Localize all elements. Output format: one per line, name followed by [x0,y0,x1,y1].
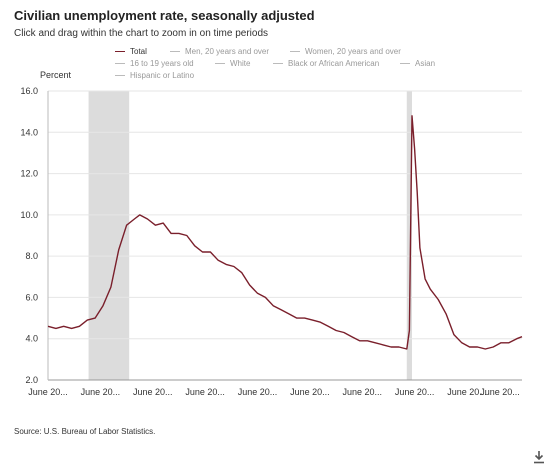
x-axis: June 20... June 20... June 20... June 20...… [28,387,520,397]
legend-swatch [115,51,125,52]
recession-band [88,91,130,380]
legend-label: Women, 20 years and over [305,47,401,56]
x-tick-label: June 20... [238,387,278,397]
legend-swatch [215,63,225,64]
legend-swatch [400,63,410,64]
x-tick-label: June 20... [290,387,330,397]
legend-item-asian[interactable]: Asian [400,59,435,68]
chart-title: Civilian unemployment rate, seasonally a… [14,8,315,23]
x-tick-label: June 20... [81,387,121,397]
x-tick-label: June 20... [342,387,382,397]
legend-swatch [115,75,125,76]
x-tick-label: June 20... [395,387,435,397]
legend-label: Total [130,47,147,56]
legend-item-men-20-over[interactable]: Men, 20 years and over [170,47,269,56]
y-tick-label: 14.0 [20,127,38,137]
legend-label: Black or African American [288,59,380,68]
x-tick-label: June 20... [28,387,68,397]
x-tick-label: June 20... [133,387,173,397]
legend-item-black[interactable]: Black or African American [273,59,379,68]
x-tick-label: June 20... [447,387,487,397]
source-note: Source: U.S. Bureau of Labor Statistics. [14,427,156,436]
y-tick-label: 10.0 [20,210,38,220]
series-layer [47,115,523,350]
legend-item-16-to-19[interactable]: 16 to 19 years old [115,59,194,68]
gridlines [48,90,522,381]
series-line-total [47,115,523,350]
legend-label: Men, 20 years and over [185,47,270,56]
legend-label: 16 to 19 years old [130,59,194,68]
y-axis-label: Percent [40,70,72,80]
recession-band [406,91,413,380]
x-tick-label: June 20... [185,387,225,397]
legend-item-total[interactable]: Total [115,47,147,56]
download-icon[interactable] [533,450,545,464]
legend-label: White [230,59,251,68]
y-axis: 2.0 4.0 6.0 8.0 10.0 12.0 14.0 16.0 [20,86,49,385]
y-tick-label: 6.0 [25,292,38,302]
line-chart[interactable]: Percent 2.0 4.0 6.0 8.0 10.0 12.0 14.0 16.0 Jun… [0,0,553,420]
chart-subtitle: Click and drag within the chart to zoom … [14,28,269,39]
legend-swatch [170,51,180,52]
legend-item-white[interactable]: White [215,59,250,68]
y-tick-label: 4.0 [25,334,38,344]
y-tick-label: 12.0 [20,169,38,179]
legend-label: Asian [415,59,436,68]
legend-swatch [290,51,300,52]
legend-item-women-20-over[interactable]: Women, 20 years and over [290,47,401,56]
y-tick-label: 2.0 [25,375,38,385]
x-tick-label: June 20... [480,387,520,397]
legend-swatch [273,63,283,64]
legend-swatch [115,63,125,64]
legend-label: Hispanic or Latino [130,71,195,80]
y-tick-label: 16.0 [20,86,38,96]
legend-item-hispanic[interactable]: Hispanic or Latino [115,71,194,80]
recession-bands [88,91,413,380]
y-tick-label: 8.0 [25,251,38,261]
